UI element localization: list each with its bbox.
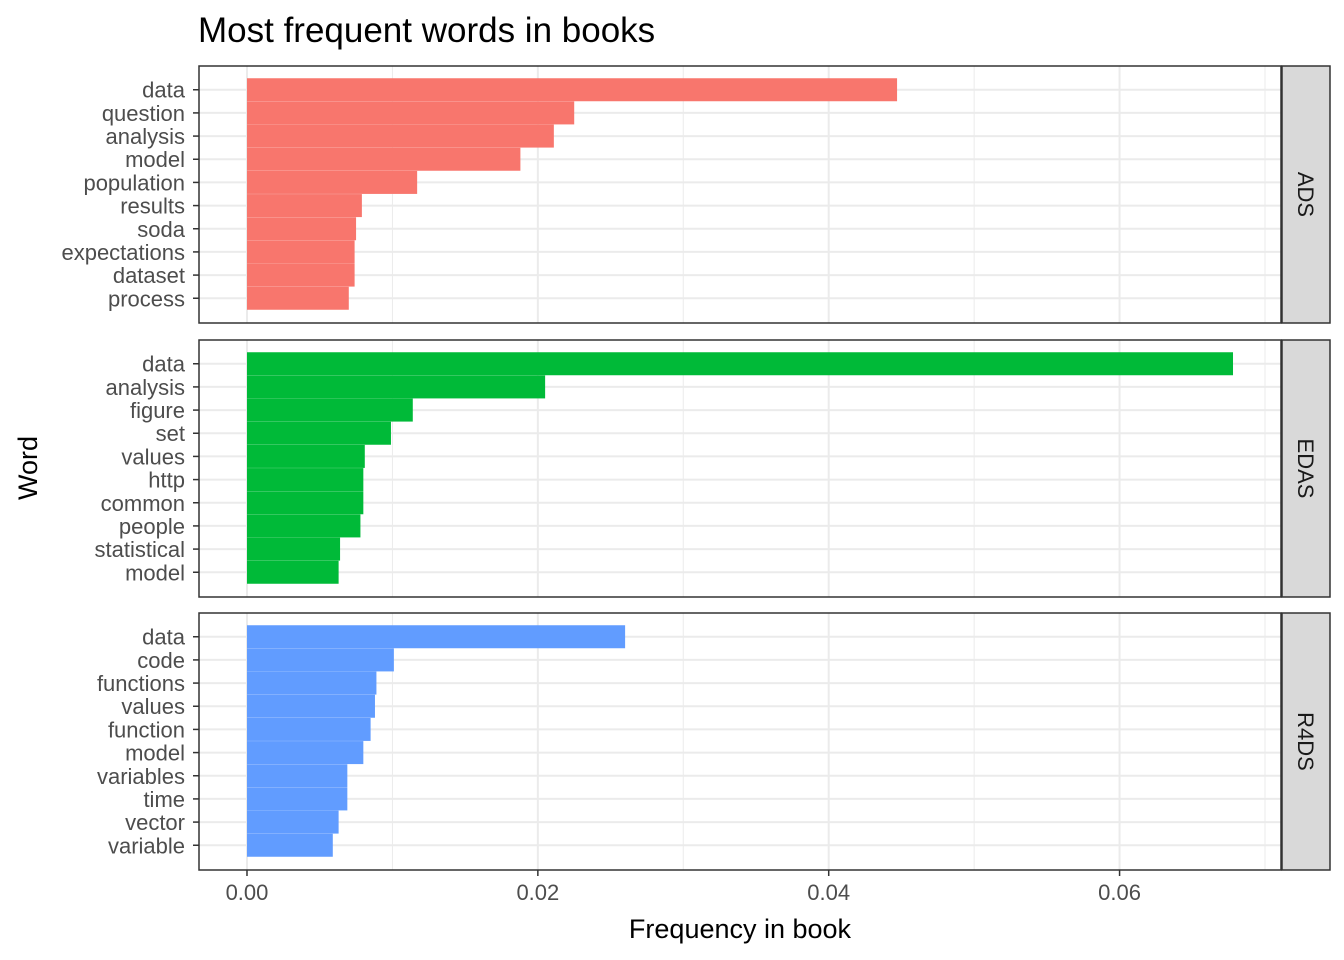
facet-panels: dataquestionanalysismodelpopulationresul…	[61, 65, 1331, 871]
facet-strip	[1281, 339, 1331, 598]
bar-ads-process	[246, 286, 349, 310]
y-tick-label: variable	[108, 833, 185, 858]
bar-ads-results	[246, 194, 362, 218]
bar-edas-data	[246, 352, 1234, 376]
y-tick-label: http	[148, 468, 185, 493]
y-tick-label: question	[102, 101, 185, 126]
bar-edas-statistical	[246, 537, 341, 561]
facet-strip-label: EDAS	[1293, 439, 1318, 499]
y-tick-label: soda	[137, 217, 185, 242]
bar-ads-soda	[246, 217, 357, 241]
bar-ads-model	[246, 147, 521, 171]
y-tick-label: values	[121, 694, 185, 719]
y-tick-label: values	[121, 444, 185, 469]
panel-border	[198, 65, 1282, 324]
y-tick-label: population	[83, 170, 185, 195]
y-tick-label: time	[143, 787, 185, 812]
y-tick-label: analysis	[106, 124, 185, 149]
y-tick-label: data	[142, 625, 186, 650]
x-tick-label: 0.00	[226, 880, 269, 905]
y-tick-label: functions	[97, 671, 185, 696]
bar-r4ds-variable	[246, 833, 333, 857]
y-tick-label: expectations	[61, 240, 185, 265]
bar-r4ds-values	[246, 694, 375, 718]
bar-r4ds-time	[246, 787, 348, 811]
panel-border	[198, 612, 1282, 871]
panel-ads: dataquestionanalysismodelpopulationresul…	[61, 65, 1331, 324]
bar-ads-question	[246, 101, 575, 125]
y-tick-label: common	[101, 491, 185, 516]
bar-r4ds-model	[246, 741, 364, 765]
y-tick-label: dataset	[113, 263, 185, 288]
y-tick-label: data	[142, 352, 186, 377]
panel-r4ds: datacodefunctionsvaluesfunctionmodelvari…	[97, 612, 1331, 871]
x-tick-label: 0.06	[1098, 880, 1141, 905]
y-tick-label: results	[120, 194, 185, 219]
y-tick-label: analysis	[106, 375, 185, 400]
bar-edas-set	[246, 421, 391, 445]
y-tick-label: set	[156, 421, 185, 446]
bar-r4ds-vector	[246, 810, 339, 834]
y-tick-label: people	[119, 514, 185, 539]
bar-r4ds-code	[246, 648, 394, 672]
y-axis-title: Word	[13, 436, 43, 500]
facet-strip-label: ADS	[1293, 172, 1318, 217]
bar-r4ds-variables	[246, 764, 348, 788]
chart-title: Most frequent words in books	[198, 11, 655, 50]
bar-r4ds-data	[246, 625, 626, 649]
x-tick-label: 0.02	[516, 880, 559, 905]
bar-edas-people	[246, 514, 361, 538]
y-tick-label: function	[108, 717, 185, 742]
y-tick-label: statistical	[95, 537, 185, 562]
y-tick-label: model	[125, 741, 185, 766]
x-axis: 0.00 0.02 0.04 0.06	[226, 870, 1141, 905]
bar-r4ds-functions	[246, 671, 377, 695]
facet-strip	[1281, 65, 1331, 324]
bar-ads-data	[246, 78, 898, 102]
x-axis-title: Frequency in book	[629, 914, 852, 944]
bar-edas-figure	[246, 398, 413, 422]
y-tick-label: process	[108, 286, 185, 311]
y-tick-label: model	[125, 560, 185, 585]
bar-r4ds-function	[246, 717, 371, 741]
panel-edas: dataanalysisfiguresetvalueshttpcommonpeo…	[95, 339, 1331, 598]
x-tick-label: 0.04	[807, 880, 850, 905]
facet-strip-label: R4DS	[1293, 712, 1318, 771]
bar-edas-analysis	[246, 375, 546, 399]
y-tick-label: figure	[130, 398, 185, 423]
bar-edas-http	[246, 468, 364, 492]
y-tick-label: model	[125, 147, 185, 172]
facet-strip	[1281, 612, 1331, 871]
bar-ads-population	[246, 170, 418, 194]
y-tick-label: variables	[97, 764, 185, 789]
bar-edas-common	[246, 491, 364, 515]
bar-ads-expectations	[246, 240, 355, 264]
bar-edas-values	[246, 444, 365, 468]
y-tick-label: code	[137, 648, 185, 673]
bar-ads-dataset	[246, 263, 355, 287]
panel-border	[198, 339, 1282, 598]
bar-edas-model	[246, 560, 339, 584]
y-tick-label: data	[142, 78, 186, 103]
bar-ads-analysis	[246, 124, 554, 148]
y-tick-label: vector	[125, 810, 185, 835]
